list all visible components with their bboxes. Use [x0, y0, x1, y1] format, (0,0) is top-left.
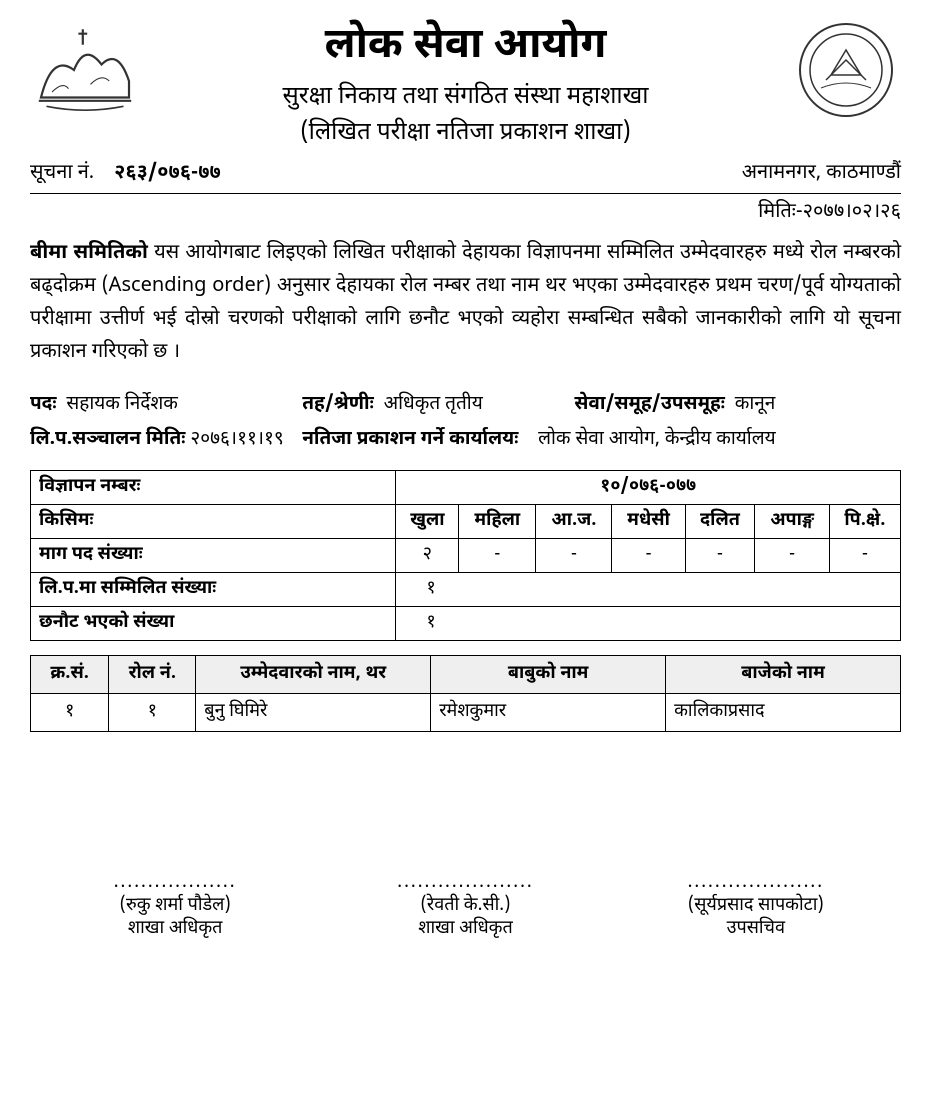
- ad-number-label: विज्ञापन नम्बरः: [31, 471, 396, 505]
- sub-title-1: सुरक्षा निकाय तथा संगठित संस्था महाशाखा: [150, 81, 781, 113]
- org-bold: बीमा समितिको: [30, 241, 148, 267]
- signature-1: .................. (रुकु शर्मा पौडेल) शा…: [30, 872, 320, 941]
- date-label: मितिः-: [758, 200, 803, 226]
- dots-icon: ..................: [30, 872, 320, 895]
- notice-number: २६३/०७६-७७: [114, 161, 221, 187]
- candidate-row: १ १ बुनु घिमिरे रमेशकुमार कालिकाप्रसाद: [31, 694, 901, 732]
- body-paragraph: बीमा समितिको यस आयोगबाट लिइएको लिखित परी…: [30, 238, 901, 370]
- signature-row: .................. (रुकु शर्मा पौडेल) शा…: [30, 872, 901, 941]
- ad-number-value: १०/०७६-०७७: [396, 471, 901, 505]
- appeared-row: लि.प.मा सम्मिलित संख्याः १: [31, 573, 901, 607]
- candidate-header-row: क्र.सं. रोल नं. उम्मेदवारको नाम, थर बाबु…: [31, 656, 901, 694]
- dots-icon: ....................: [320, 872, 610, 895]
- candidate-table: क्र.सं. रोल नं. उम्मेदवारको नाम, थर बाबु…: [30, 655, 901, 732]
- emblem-right-icon: [791, 20, 901, 120]
- sub-title-2: (लिखित परीक्षा नतिजा प्रकाशन शाखा): [150, 117, 781, 149]
- detail-level: तह/श्रेणीः अधिकृत तृतीय: [302, 392, 574, 417]
- header: लोक सेवा आयोग सुरक्षा निकाय तथा संगठित स…: [30, 20, 901, 157]
- dots-icon: ....................: [611, 872, 901, 895]
- vacancy-table: विज्ञापन नम्बरः १०/०७६-०७७ किसिमः खुला म…: [30, 470, 901, 641]
- main-title: लोक सेवा आयोग: [150, 20, 781, 75]
- date-line: मितिः-२०७७।०२।२६: [30, 200, 901, 226]
- notice-label: सूचना नं.: [30, 161, 94, 187]
- detail-service: सेवा/समूह/उपसमूहः कानून: [574, 392, 901, 417]
- detail-office: नतिजा प्रकाशन गर्ने कार्यालयः लोक सेवा आ…: [302, 427, 901, 452]
- location: अनामनगर, काठमाण्डौं: [742, 161, 901, 187]
- details-grid: पदः सहायक निर्देशक तह/श्रेणीः अधिकृत तृत…: [30, 392, 901, 452]
- info-line: सूचना नं. २६३/०७६-७७ अनामनगर, काठमाण्डौं: [30, 161, 901, 187]
- type-row: किसिमः खुला महिला आ.ज. मधेसी दलित अपाङ्ग…: [31, 505, 901, 539]
- emblem-left-icon: [30, 20, 140, 120]
- detail-exam-date: लि.प.सञ्चालन मितिः २०७६।११।१९: [30, 427, 302, 452]
- selected-row: छनौट भएको संख्या १: [31, 607, 901, 641]
- divider: [30, 193, 901, 194]
- header-center: लोक सेवा आयोग सुरक्षा निकाय तथा संगठित स…: [140, 20, 791, 157]
- date-value: २०७७।०२।२६: [803, 200, 901, 226]
- detail-post: पदः सहायक निर्देशक: [30, 392, 302, 417]
- demand-row: माग पद संख्याः २ - - - - - -: [31, 539, 901, 573]
- body-content: यस आयोगबाट लिइएको लिखित परीक्षाको देहायक…: [30, 241, 901, 366]
- signature-3: .................... (सूर्यप्रसाद सापकोट…: [611, 872, 901, 941]
- signature-2: .................... (रेवती के.सी.) शाखा…: [320, 872, 610, 941]
